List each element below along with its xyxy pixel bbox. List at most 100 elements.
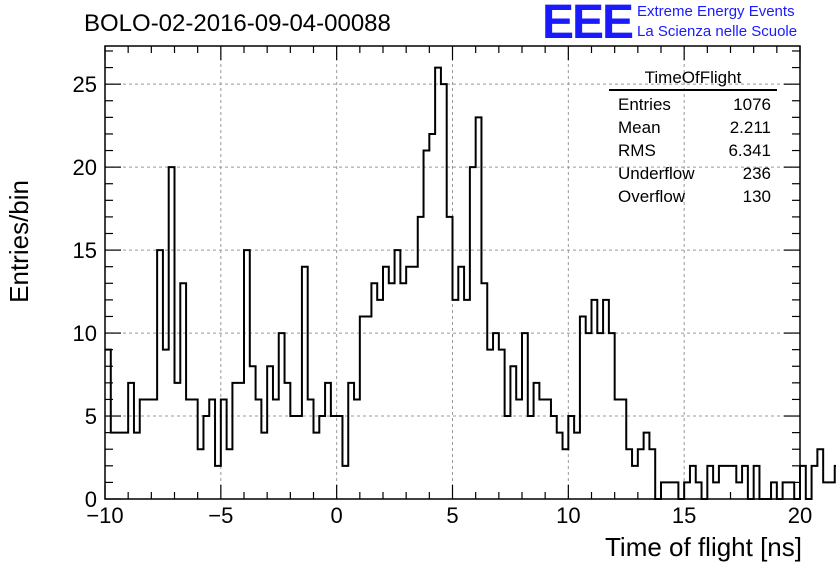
stats-label: RMS [618, 141, 656, 160]
histogram-bin [783, 482, 789, 499]
histogram-bin [256, 399, 262, 499]
histogram-bin [180, 283, 186, 499]
histogram-bin [418, 217, 424, 499]
y-tick-label: 25 [73, 72, 97, 97]
logo-line-1: Extreme Energy Events [637, 3, 795, 20]
histogram-bin [314, 433, 320, 499]
eee-logo: EEE [542, 0, 634, 49]
histogram-bin [620, 399, 626, 499]
histogram-bin [122, 433, 128, 499]
histogram-bin [788, 482, 794, 499]
stats-row-entries: Entries 1076 [609, 93, 777, 116]
stats-label: Underflow [618, 164, 695, 183]
chart-title: BOLO-02-2016-09-04-00088 [84, 10, 391, 37]
histogram-bin [667, 482, 673, 499]
histogram-bin [644, 433, 650, 499]
histogram-bin [163, 350, 169, 499]
histogram-bin [192, 399, 198, 499]
histogram-bin [649, 449, 655, 499]
logo-line-2: La Scienza nelle Scuole [637, 23, 798, 40]
histogram-bin [203, 416, 209, 499]
x-tick-label: −5 [208, 503, 233, 528]
histogram-bin [592, 300, 598, 499]
histogram-bin [412, 267, 418, 499]
stats-row-underflow: Underflow 236 [609, 162, 777, 185]
histogram-bin [151, 399, 157, 499]
histogram-bin [742, 466, 748, 499]
histogram-bin [800, 466, 806, 499]
histogram-bin [505, 416, 511, 499]
x-axis-label: Time of flight [ns] [605, 532, 802, 562]
histogram-bin [638, 449, 644, 499]
histogram-bin [707, 466, 713, 499]
histogram-bin [499, 350, 505, 499]
histogram-bin [632, 466, 638, 499]
histogram-bin [319, 416, 325, 499]
logo-text: Extreme Energy Events La Scienza nelle S… [637, 2, 797, 42]
histogram-bin [771, 482, 777, 499]
tick-labels: −10 −5 0 5 10 15 20 0 5 10 15 20 25 [73, 72, 813, 528]
histogram-bin [557, 433, 563, 499]
histogram-bin [360, 316, 366, 499]
histogram-bin [522, 333, 528, 499]
y-tick-label: 15 [73, 238, 97, 263]
histogram-bin [342, 466, 348, 499]
histogram-bin [146, 399, 152, 499]
histogram-bin [348, 383, 354, 499]
histogram-bin [371, 283, 377, 499]
histogram-bin [215, 466, 221, 499]
x-tick-label: 10 [556, 503, 580, 528]
histogram-bin [603, 300, 609, 499]
histogram-bin [574, 433, 580, 499]
histogram-bin [516, 399, 522, 499]
y-tick-label: 0 [85, 487, 97, 512]
histogram-bin [406, 267, 412, 499]
histogram-bin [221, 399, 227, 499]
histogram-bin [186, 399, 192, 499]
y-tick-label: 20 [73, 155, 97, 180]
histogram-bin [458, 267, 464, 499]
histogram-bin [673, 482, 679, 499]
histogram-bin [105, 350, 111, 499]
histogram-bin [325, 383, 331, 499]
histogram-bin [441, 84, 447, 499]
histogram-bin [481, 283, 487, 499]
histogram-bin [169, 167, 175, 499]
x-tick-label: 0 [331, 503, 343, 528]
histogram-bin [493, 333, 499, 499]
histogram-bin [615, 399, 621, 499]
stats-label: Overflow [618, 187, 686, 206]
histogram-bin [719, 466, 725, 499]
histogram-bin [545, 399, 551, 499]
histogram-bin [464, 300, 470, 499]
histogram-bin [400, 283, 406, 499]
histogram-bin [551, 416, 557, 499]
histogram-bin [754, 466, 760, 499]
histogram-bin [395, 250, 401, 499]
histogram-bin [823, 482, 829, 499]
histogram-bin [568, 416, 574, 499]
histogram-bin [377, 300, 383, 499]
histogram-bin [736, 482, 742, 499]
histogram-bin [302, 267, 308, 499]
histogram-bin [725, 466, 731, 499]
stats-value: 6.341 [728, 141, 771, 160]
histogram-bin [140, 399, 146, 499]
histogram-bin [198, 449, 204, 499]
stats-row-mean: Mean 2.211 [609, 116, 777, 139]
histogram-bin [580, 316, 586, 499]
histogram-bin [285, 383, 291, 499]
y-axis-label: Entries/bin [4, 180, 34, 303]
stats-label: Entries [618, 95, 671, 114]
histogram-bin [209, 399, 215, 499]
histogram-bin [331, 416, 337, 499]
histogram-bin [539, 399, 545, 499]
histogram-bin [696, 482, 702, 499]
histogram-bin [684, 482, 690, 499]
histogram-bin [261, 433, 267, 499]
stats-value: 1076 [733, 95, 771, 114]
histogram-bin [528, 416, 534, 499]
histogram-bin [563, 449, 569, 499]
histogram-line [105, 66, 836, 500]
histogram-bin [812, 466, 818, 499]
